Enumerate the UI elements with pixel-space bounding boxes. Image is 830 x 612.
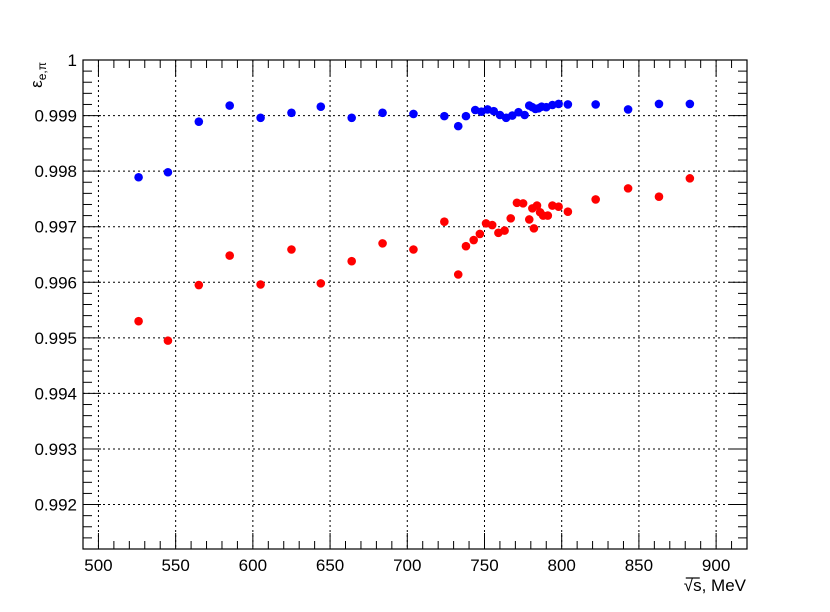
red-data-point: [506, 214, 516, 223]
x-axis-label: √s, MeV: [684, 576, 747, 595]
red-data-point: [591, 195, 600, 204]
x-axis-ticks: 500 550 600 650 700 750 800 850 900: [82, 60, 748, 575]
x-tick-label: 650: [316, 556, 344, 575]
x-tick-label: 850: [625, 556, 653, 575]
y-tick-label: 1: [68, 51, 77, 70]
x-tick-label: 700: [393, 556, 421, 575]
red-data-point: [500, 226, 509, 235]
blue-data-point: [453, 121, 463, 131]
red-data-point: [440, 217, 449, 227]
red-data-point: [543, 211, 553, 220]
blue-data-point: [623, 105, 633, 114]
y-tick-label: 0.992: [34, 496, 77, 515]
blue-data-point: [554, 99, 563, 109]
y-tick-label: 0.994: [34, 384, 77, 403]
red-data-point: [518, 199, 528, 208]
red-data-point: [623, 184, 633, 193]
red-data-point: [469, 235, 478, 245]
grid: [83, 59, 747, 549]
y-tick-label: 0.995: [34, 329, 77, 348]
red-data-point: [563, 207, 573, 217]
red-data-point: [256, 280, 265, 289]
y-tick-label: 0.996: [34, 273, 77, 292]
x-tick-label: 600: [239, 556, 267, 575]
blue-data-point: [520, 110, 529, 120]
blue-data-point: [225, 101, 234, 110]
blue-data-point: [440, 111, 449, 121]
y-axis-label: εe,π: [27, 62, 49, 88]
red-data-point: [347, 256, 356, 266]
red-data-point: [487, 220, 497, 230]
plot-frame: [82, 59, 748, 550]
red-data-point: [163, 336, 173, 345]
blue-data-point: [654, 99, 664, 109]
x-tick-label: 750: [470, 556, 498, 575]
red-data-point: [512, 198, 522, 208]
blue-data-point: [563, 100, 573, 109]
blue-data-point: [134, 172, 143, 182]
blue-data-point: [409, 109, 418, 119]
red-data-point: [194, 280, 204, 290]
red-data-point: [532, 201, 542, 210]
blue-data-point: [685, 99, 695, 109]
red-data-point: [453, 270, 463, 279]
blue-data-point: [591, 100, 600, 109]
x-tick-label: 900: [702, 556, 730, 575]
red-data-point: [654, 192, 664, 201]
x-tick-label: 500: [84, 556, 112, 575]
data-points: [134, 99, 695, 345]
red-data-point: [461, 241, 471, 251]
blue-data-point: [256, 113, 265, 123]
blue-data-point: [378, 108, 387, 118]
red-data-point: [685, 174, 695, 183]
red-data-point: [287, 245, 296, 254]
blue-data-point: [316, 102, 326, 111]
blue-data-point: [347, 113, 356, 123]
red-data-point: [134, 316, 143, 326]
y-axis-ticks: 0.992 0.993 0.994 0.995 0.996 0.997 0.998 0.999…: [34, 51, 747, 550]
red-data-point: [316, 279, 326, 288]
blue-data-point: [489, 106, 499, 116]
y-axis-label-subscript: e,π: [35, 62, 49, 80]
y-tick-label: 0.999: [34, 107, 77, 126]
blue-data-point: [163, 167, 173, 177]
red-data-point: [409, 245, 418, 254]
x-tick-label: 550: [161, 556, 189, 575]
red-data-point: [524, 215, 534, 224]
y-tick-label: 0.998: [34, 162, 77, 181]
y-tick-label: 0.997: [34, 218, 77, 237]
y-tick-label: 0.993: [34, 440, 77, 459]
blue-data-point: [287, 108, 296, 118]
blue-data-point: [461, 111, 471, 121]
blue-data-point: [194, 117, 204, 126]
red-data-point: [225, 251, 234, 260]
red-data-point: [529, 224, 539, 233]
y-axis-label-symbol: ε: [27, 80, 46, 88]
red-data-point: [378, 239, 387, 248]
red-data-point: [475, 229, 485, 239]
x-tick-label: 800: [548, 556, 576, 575]
red-data-point: [554, 202, 563, 211]
